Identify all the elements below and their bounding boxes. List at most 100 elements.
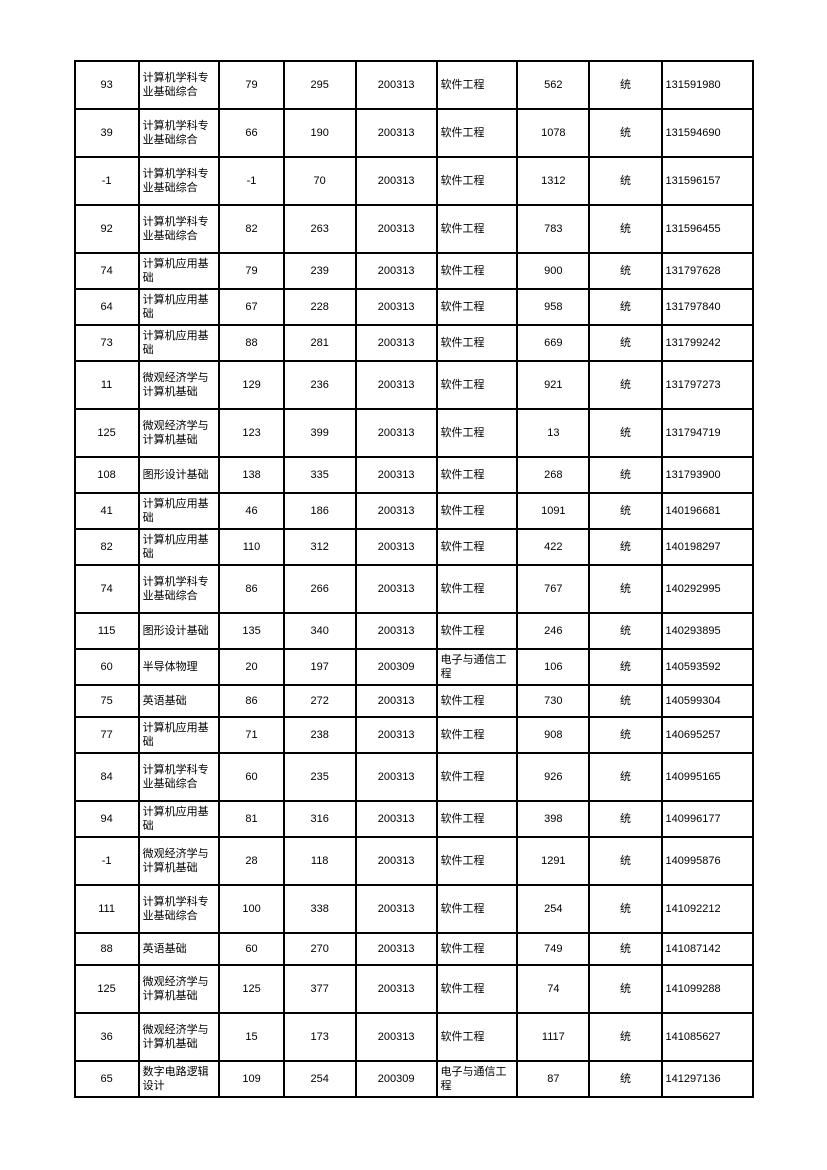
table-cell: 计算机学科专业基础综合 [139,61,220,109]
table-cell: 131794719 [662,409,753,457]
table-cell: 140293895 [662,613,753,649]
table-cell: 软件工程 [437,837,518,885]
table-cell: 669 [517,325,589,361]
table-cell: 软件工程 [437,253,518,289]
table-cell: 173 [284,1013,356,1061]
table-cell: 87 [517,1061,589,1097]
table-cell: 88 [75,933,139,965]
table-cell: 64 [75,289,139,325]
table-cell: 统 [589,289,661,325]
table-cell: 65 [75,1061,139,1097]
table-cell: 软件工程 [437,529,518,565]
table-cell: 86 [219,565,283,613]
table-body: 93计算机学科专业基础综合79295200313软件工程562统13159198… [75,61,753,1097]
table-cell: 422 [517,529,589,565]
table-cell: 200313 [356,253,437,289]
table-row: 75英语基础86272200313软件工程730统140599304 [75,685,753,717]
table-cell: 140198297 [662,529,753,565]
table-row: 93计算机学科专业基础综合79295200313软件工程562统13159198… [75,61,753,109]
table-cell: 200313 [356,457,437,493]
table-cell: 200313 [356,409,437,457]
table-cell: 微观经济学与计算机基础 [139,361,220,409]
table-cell: 微观经济学与计算机基础 [139,965,220,1013]
table-cell: 141085627 [662,1013,753,1061]
table-cell: 微观经济学与计算机基础 [139,837,220,885]
table-cell: 软件工程 [437,613,518,649]
table-cell: 11 [75,361,139,409]
table-cell: 统 [589,801,661,837]
table-cell: 统 [589,965,661,1013]
table-cell: 统 [589,717,661,753]
table-cell: 电子与通信工程 [437,1061,518,1097]
table-cell: 软件工程 [437,289,518,325]
table-cell: 图形设计基础 [139,613,220,649]
table-cell: 108 [75,457,139,493]
table-cell: 1312 [517,157,589,205]
table-cell: 软件工程 [437,565,518,613]
table-cell: 1291 [517,837,589,885]
table-cell: 70 [284,157,356,205]
table-cell: 66 [219,109,283,157]
table-cell: 软件工程 [437,361,518,409]
table-cell: 338 [284,885,356,933]
table-cell: 140196681 [662,493,753,529]
table-cell: 131797273 [662,361,753,409]
table-row: 125微观经济学与计算机基础125377200313软件工程74统1410992… [75,965,753,1013]
table-cell: 软件工程 [437,801,518,837]
table-cell: -1 [219,157,283,205]
table-cell: 软件工程 [437,325,518,361]
table-cell: 239 [284,253,356,289]
table-row: 77计算机应用基础71238200313软件工程908统140695257 [75,717,753,753]
table-cell: 562 [517,61,589,109]
table-cell: 软件工程 [437,61,518,109]
table-cell: 41 [75,493,139,529]
table-cell: 60 [219,933,283,965]
table-cell: 计算机应用基础 [139,493,220,529]
table-cell: 统 [589,157,661,205]
table-row: 108图形设计基础138335200313软件工程268统131793900 [75,457,753,493]
table-cell: 115 [75,613,139,649]
table-cell: 13 [517,409,589,457]
table-cell: 统 [589,205,661,253]
table-cell: 200313 [356,933,437,965]
table-cell: 131594690 [662,109,753,157]
table-cell: 141099288 [662,965,753,1013]
table-cell: 统 [589,409,661,457]
table-cell: -1 [75,157,139,205]
table-cell: 60 [75,649,139,685]
table-cell: 英语基础 [139,933,220,965]
table-cell: 统 [589,753,661,801]
table-cell: 统 [589,61,661,109]
table-cell: 200313 [356,885,437,933]
table-cell: 15 [219,1013,283,1061]
table-cell: 统 [589,253,661,289]
table-cell: 100 [219,885,283,933]
table-cell: 统 [589,613,661,649]
table-cell: 软件工程 [437,157,518,205]
table-cell: 软件工程 [437,717,518,753]
table-cell: 141092212 [662,885,753,933]
table-cell: 数字电路逻辑设计 [139,1061,220,1097]
table-cell: 767 [517,565,589,613]
table-cell: 20 [219,649,283,685]
table-cell: 749 [517,933,589,965]
table-row: 64计算机应用基础67228200313软件工程958统131797840 [75,289,753,325]
table-cell: 统 [589,885,661,933]
table-cell: 统 [589,361,661,409]
table-cell: 125 [75,965,139,1013]
table-cell: 200313 [356,1013,437,1061]
table-cell: 统 [589,325,661,361]
table-cell: 74 [75,565,139,613]
table-cell: 统 [589,933,661,965]
table-cell: 235 [284,753,356,801]
table-cell: 125 [75,409,139,457]
table-cell: 129 [219,361,283,409]
table-cell: 200313 [356,753,437,801]
table-cell: 125 [219,965,283,1013]
table-cell: 140292995 [662,565,753,613]
table-row: 11微观经济学与计算机基础129236200313软件工程921统1317972… [75,361,753,409]
table-cell: 200313 [356,613,437,649]
table-cell: 软件工程 [437,205,518,253]
table-cell: 900 [517,253,589,289]
table-cell: 377 [284,965,356,1013]
